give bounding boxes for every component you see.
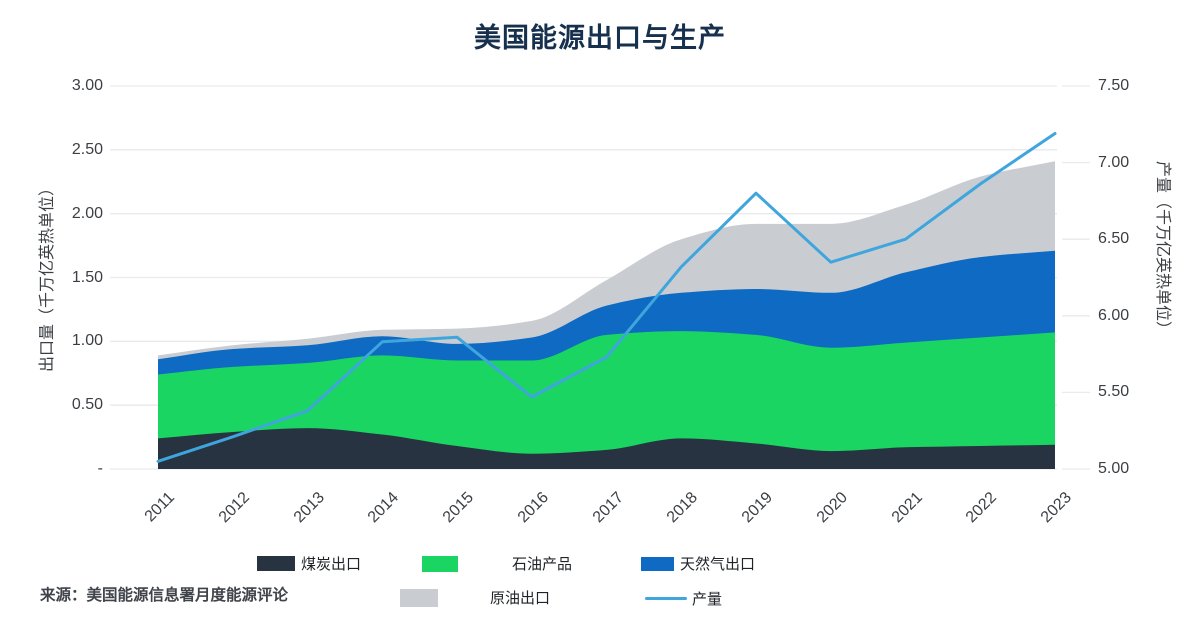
left-tick-label: 1.50 [71, 268, 103, 286]
source-note: 来源：美国能源信息署月度能源评论 [40, 587, 289, 604]
legend-item-petroleum: 石油产品 [422, 553, 572, 574]
left-tick-label: 2.50 [71, 140, 103, 158]
production-line-swatch [645, 597, 687, 600]
right-axis-title: 产量（千万亿英热单位） [1154, 160, 1171, 337]
gas-swatch [641, 556, 674, 571]
right-tick-label: 5.50 [1098, 383, 1130, 401]
legend-label-petroleum: 石油产品 [512, 556, 573, 573]
left-tick-label: - [97, 460, 103, 477]
page-title: 美国能源出口与生产 [474, 23, 726, 53]
right-tick-label: 7.00 [1098, 153, 1130, 171]
petroleum-swatch [422, 555, 458, 572]
production-line [156, 132, 1057, 463]
left-tick-label: 3.00 [71, 77, 103, 94]
left-tick-label: 1.00 [71, 332, 103, 350]
left-tick-label: 2.00 [71, 204, 103, 222]
right-tick-label: 5.00 [1098, 460, 1130, 477]
legend-label-crude: 原油出口 [490, 590, 551, 607]
legend-item-gas: 天然气出口 [641, 553, 755, 574]
crude-swatch [400, 588, 438, 607]
legend-item-coal: 煤炭出口 [257, 553, 361, 574]
legend-item-crude: 原油出口 [400, 587, 550, 608]
legend-item-production: 产量 [645, 588, 722, 609]
right-tick-label: 7.50 [1098, 77, 1130, 94]
area-coal [158, 428, 1055, 469]
legend-label-coal: 煤炭出口 [301, 556, 362, 573]
right-tick-label: 6.00 [1098, 306, 1130, 324]
right-tick-label: 6.50 [1098, 230, 1130, 248]
legend-label-gas: 天然气出口 [680, 556, 756, 573]
coal-swatch [257, 556, 295, 571]
left-tick-label: 0.50 [71, 396, 103, 414]
legend-label-production: 产量 [692, 591, 723, 608]
left-axis-title: 出口量（千万亿英热单位） [39, 180, 56, 373]
